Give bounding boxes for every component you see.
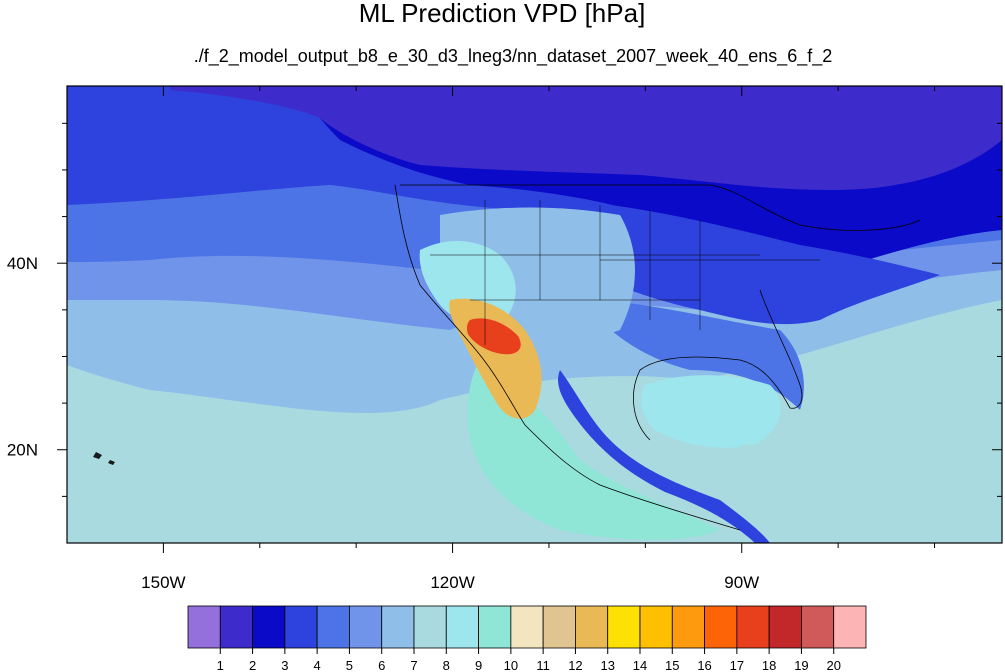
colorbar-label: 10 [504,658,518,672]
colorbar-swatch [445,605,479,649]
region-arctic-land [170,86,1002,190]
colorbar-label: 7 [410,658,417,672]
colorbar-swatch [833,605,867,649]
colorbar-swatch [219,605,253,649]
colorbar-swatch [284,605,318,649]
colorbar-label: 18 [762,658,776,672]
colorbar-swatch [542,605,576,649]
map-frame [66,85,1003,544]
colorbar-label: 16 [697,658,711,672]
colorbar-swatch [413,605,447,649]
y-tick-label: 20N [7,441,38,460]
colorbar-swatch [768,605,802,649]
colorbar-swatch [316,605,350,649]
colorbar-swatch [252,605,286,649]
colorbar-swatch [349,605,383,649]
colorbar-label: 14 [633,658,647,672]
colorbar-swatch [704,605,738,649]
region-gulf-of-mexico [641,375,781,448]
colorbar-swatch [575,605,609,649]
region-caribbean [740,443,960,520]
coastline [394,184,921,531]
colorbar-swatch [510,605,544,649]
colorbar-label: 4 [314,658,321,672]
x-tick-label: 150W [141,573,185,592]
region-southwest-desert-core [466,318,521,355]
hawaii-islands [93,452,115,465]
colorbar-swatch [801,605,835,649]
region-mexico-chain [558,370,770,543]
colorbar-label: 12 [568,658,582,672]
colorbar-label: 9 [475,658,482,672]
x-tick-label: 90W [724,573,759,592]
colorbar-swatch [187,605,221,649]
colorbar-label: 2 [249,658,256,672]
colorbar-label: 5 [346,658,353,672]
colorbar-label: 6 [378,658,385,672]
colorbar-label: 11 [536,658,550,672]
colorbar-label: 19 [794,658,808,672]
colorbar-label: 17 [730,658,744,672]
colorbar-label: 8 [443,658,450,672]
axis-ticks: 150W 120W 90W 20N 40N [7,86,1002,592]
region-us-east [560,200,940,325]
map-plot-area [67,86,1002,543]
colorbar-label: 13 [600,658,614,672]
colorbar-swatch [671,605,705,649]
colorbar-label: 3 [281,658,288,672]
colorbar-label: 1 [217,658,224,672]
region-us-southeast [600,300,804,410]
region-great-basin [419,240,516,325]
colorbar: 1 2 3 4 5 6 7 8 9 10 11 12 13 14 15 16 17 18 19 20 [187,605,867,672]
colorbar-swatch [478,605,512,649]
colorbar-swatch [381,605,415,649]
chart-title: ML Prediction VPD [hPa] [359,0,646,28]
colorbar-swatch [736,605,770,649]
chart-subtitle: ./f_2_model_output_b8_e_30_d3_lneg3/nn_d… [194,46,833,67]
y-tick-label: 40N [7,254,38,273]
colorbar-swatch [639,605,673,649]
x-tick-label: 120W [430,573,474,592]
state-borders [430,200,820,345]
colorbar-swatch [607,605,641,649]
colorbar-label: 15 [665,658,679,672]
region-gulf-of-alaska [67,86,170,178]
colorbar-label: 20 [826,658,840,672]
